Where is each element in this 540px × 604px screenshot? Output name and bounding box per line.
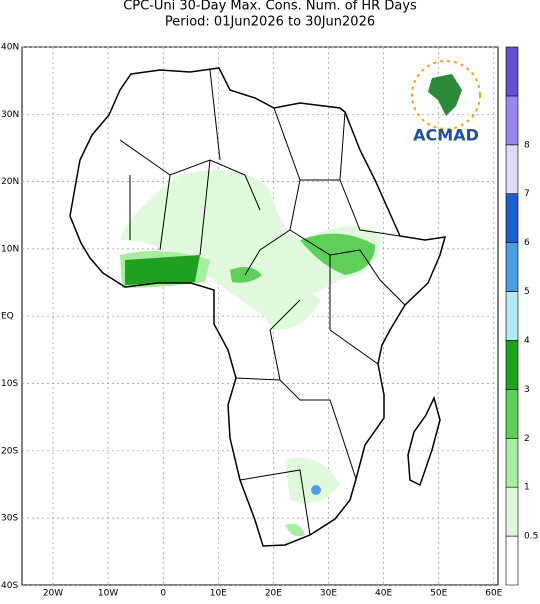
colorbar-label: 0.5	[524, 532, 538, 542]
colorbar-label: 6	[524, 238, 530, 248]
colorbar-bin	[505, 535, 519, 586]
lat-label: 40N	[1, 43, 19, 53]
colorbar-label: 8	[524, 140, 530, 150]
colorbar: 0.5 1 2 3 4 5 6 7 8	[505, 46, 538, 586]
colorbar-bin	[505, 46, 519, 97]
title: CPC-Uni 30-Day Max. Cons. Num. of HR Day…	[123, 0, 417, 14]
lon-label: 10W	[98, 589, 118, 599]
lon-label: 20W	[43, 589, 63, 599]
lat-label: 30N	[1, 110, 19, 120]
lat-label: EQ	[1, 312, 14, 322]
lon-label: 30E	[320, 589, 337, 599]
lon-label: 40E	[375, 589, 392, 599]
colorbar-bin	[505, 144, 519, 195]
lat-label: 20S	[1, 446, 18, 456]
logo-text: ACMAD	[413, 126, 479, 145]
lon-labels: 20W 10W 0 10E 20E 30E 40E 50E 60E	[43, 589, 503, 599]
africa-coastline	[69, 67, 447, 547]
colorbar-bin	[505, 242, 519, 292]
colorbar-label: 2	[524, 434, 530, 444]
lat-label: 10N	[1, 244, 19, 254]
colorbar-label: 4	[524, 336, 530, 346]
colorbar-bin	[505, 193, 519, 243]
lon-label: 20E	[265, 589, 282, 599]
colorbar-bin	[505, 486, 519, 537]
madagascar	[407, 395, 441, 487]
colorbar-bin	[505, 389, 519, 439]
colorbar-label: 3	[524, 385, 530, 395]
lon-label: 10E	[210, 589, 227, 599]
colorbar-bin	[505, 340, 519, 390]
colorbar-label: 7	[524, 189, 530, 199]
lon-label: 50E	[430, 589, 447, 599]
colorbar-bin	[505, 291, 519, 341]
lat-label: 10S	[1, 379, 18, 389]
lon-label: 60E	[485, 589, 502, 599]
colorbar-label: 5	[524, 287, 530, 297]
borders	[119, 69, 406, 536]
lon-label: 0	[160, 589, 166, 599]
lat-labels: 40N 30N 20N 10N EQ 10S 20S 30S 40S	[1, 43, 19, 591]
colorbar-bin	[505, 437, 519, 488]
subtitle: Period: 01Jun2026 to 30Jun2026	[165, 15, 375, 30]
rain-areas	[120, 170, 381, 537]
colorbar-bin	[505, 95, 519, 146]
lat-label: 20N	[1, 177, 19, 187]
colorbar-label: 1	[524, 483, 530, 493]
logo: ACMAD	[411, 60, 481, 145]
lat-label: 30S	[1, 514, 18, 524]
lat-label: 40S	[1, 581, 18, 591]
